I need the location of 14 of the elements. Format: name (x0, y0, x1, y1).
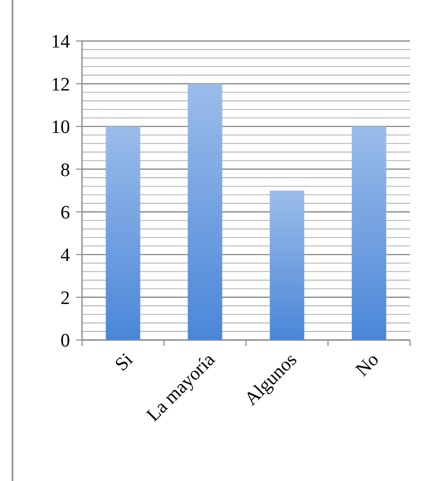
x-tick-label: Si (111, 349, 138, 376)
y-tick-label: 6 (60, 202, 70, 224)
x-tick-label: No (352, 349, 384, 381)
y-tick-label: 12 (51, 74, 70, 96)
y-tick-label: 0 (60, 330, 70, 352)
bar (352, 126, 386, 340)
y-tick-label: 8 (60, 160, 70, 181)
bar (270, 190, 304, 340)
y-tick-label: 14 (51, 32, 70, 53)
bar (106, 126, 140, 340)
y-tick-label: 4 (60, 245, 70, 266)
y-tick-label: 10 (51, 117, 70, 138)
y-tick-label: 2 (60, 288, 70, 309)
bar (188, 84, 222, 340)
